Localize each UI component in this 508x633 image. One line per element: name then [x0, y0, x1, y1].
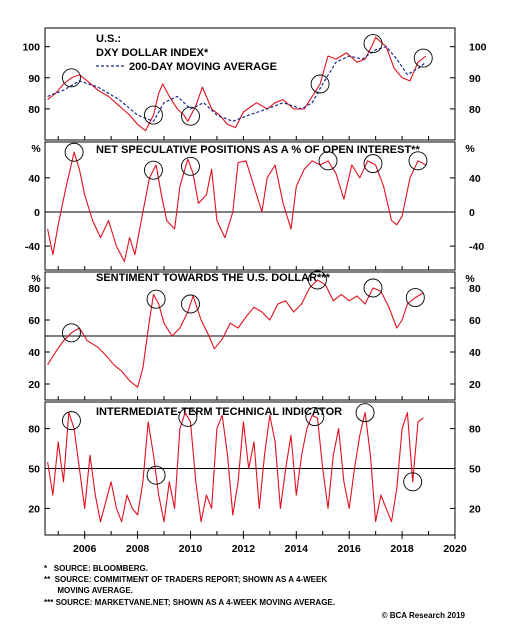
- peak-highlight-circle: [178, 407, 198, 427]
- y-tick-label-left: 40: [28, 347, 40, 359]
- panel-sentiment: SENTIMENT TOWARDS THE U.S. DOLLAR***: [96, 272, 331, 284]
- y-tick-label-left: 20: [28, 503, 40, 515]
- y-tick-label-right: 50: [469, 464, 481, 476]
- y-tick-label-left: 80: [28, 424, 40, 436]
- y-tick-label-left: 80: [28, 104, 40, 116]
- peak-highlight-circle: [144, 160, 163, 180]
- series-line: [47, 279, 424, 388]
- peak-highlight-circle: [318, 151, 338, 171]
- panel-title: INTERMEDIATE-TERM TECHNICAL INDICATOR: [96, 406, 342, 418]
- peak-highlight-circle: [363, 154, 383, 174]
- y-tick-label-left: 20: [28, 379, 40, 391]
- x-tick-label: 2018: [390, 543, 414, 555]
- peak-highlight-circle: [355, 403, 375, 423]
- y-tick-label-right: 80: [469, 424, 481, 436]
- panel-frame: [44, 27, 456, 141]
- unit-label-right: %: [465, 273, 475, 285]
- footnote-3: MOVING AVERAGE.: [44, 586, 133, 595]
- panel-title-line-2: DXY DOLLAR INDEX*: [96, 47, 209, 59]
- y-tick-label-right: 100: [469, 42, 487, 54]
- peak-highlight-circle: [144, 105, 163, 125]
- y-tick-label-right: -40: [469, 241, 484, 253]
- x-tick-label: 2014: [285, 543, 309, 555]
- y-tick-label-right: 60: [469, 315, 481, 327]
- x-tick-label: 2016: [338, 543, 362, 555]
- peak-highlight-circle: [64, 142, 84, 162]
- x-tick-label: 2010: [179, 543, 203, 555]
- y-tick-label-left: 50: [28, 464, 40, 476]
- unit-label-right: %: [465, 143, 475, 155]
- panel-title: SENTIMENT TOWARDS THE U.S. DOLLAR***: [96, 272, 331, 284]
- peak-highlight-circle: [62, 323, 81, 343]
- series-line: [47, 36, 427, 132]
- peak-highlight-circle: [310, 74, 330, 94]
- peak-highlight-circle: [408, 151, 428, 171]
- peak-highlight-circle: [146, 465, 166, 485]
- y-tick-label-right: 20: [469, 503, 481, 515]
- y-tick-label-left: 0: [34, 207, 40, 219]
- panel-title: NET SPECULATIVE POSITIONS AS A % OF OPEN…: [96, 144, 420, 156]
- peak-highlight-circle: [363, 34, 383, 54]
- legend-label-moving-average: 200-DAY MOVING AVERAGE: [129, 61, 277, 73]
- peak-highlight-circle: [62, 411, 81, 431]
- y-tick-label-left: -40: [25, 241, 40, 253]
- y-tick-label-right: 80: [469, 104, 481, 116]
- credit-text: © BCA Research 2019: [382, 611, 466, 620]
- peak-highlight-circle: [403, 472, 423, 492]
- x-tick-label: 2008: [126, 543, 150, 555]
- series-line: [47, 151, 427, 263]
- footnotes: * SOURCE: BLOOMBERG. ** SOURCE: COMMITME…: [44, 564, 466, 620]
- x-tick-label: 2006: [73, 543, 97, 555]
- peak-highlight-circle: [363, 278, 383, 298]
- y-tick-label-right: 40: [469, 347, 481, 359]
- panel-net-speculative: NET SPECULATIVE POSITIONS AS A % OF OPEN…: [96, 144, 420, 156]
- y-tick-label-left: 90: [28, 73, 40, 85]
- y-tick-label-right: 90: [469, 73, 481, 85]
- y-tick-label-right: 20: [469, 379, 481, 391]
- peak-highlight-circle: [308, 270, 327, 290]
- peak-highlight-circle: [181, 156, 200, 176]
- y-tick-label-left: 80: [28, 283, 40, 295]
- y-tick-label-right: 40: [469, 173, 481, 185]
- unit-label-left: %: [31, 273, 41, 285]
- peak-highlight-circle: [305, 407, 325, 427]
- series-line: [47, 412, 424, 523]
- y-tick-label-left: 60: [28, 315, 40, 327]
- peak-highlight-circle: [146, 289, 166, 309]
- y-tick-label-left: 40: [28, 173, 40, 185]
- footnote-2: ** SOURCE: COMMITMENT OF TRADERS REPORT;…: [44, 575, 327, 584]
- y-tick-label-right: 80: [469, 283, 481, 295]
- y-tick-label-left: 100: [22, 42, 40, 54]
- y-tick-label-right: 0: [469, 207, 475, 219]
- panel-title-line-1: U.S.:: [96, 33, 121, 45]
- peak-highlight-circle: [181, 294, 200, 314]
- footnote-4: *** SOURCE: MARKETVANE.NET; SHOWN AS A 4…: [44, 598, 335, 607]
- footnote-1: * SOURCE: BLOOMBERG.: [44, 564, 148, 573]
- peak-highlight-circle: [62, 68, 81, 88]
- x-tick-label: 2012: [232, 543, 256, 555]
- x-tick-label: 2020: [443, 543, 467, 555]
- peak-highlight-circle: [413, 48, 433, 68]
- peak-highlight-circle: [181, 106, 200, 126]
- panel-technical: INTERMEDIATE-TERM TECHNICAL INDICATOR: [96, 406, 342, 418]
- panel-dxy: U.S.: DXY DOLLAR INDEX* 200-DAY MOVING A…: [96, 33, 277, 73]
- peak-highlight-circle: [405, 288, 425, 308]
- panel-frame: [44, 141, 456, 271]
- unit-label-left: %: [31, 143, 41, 155]
